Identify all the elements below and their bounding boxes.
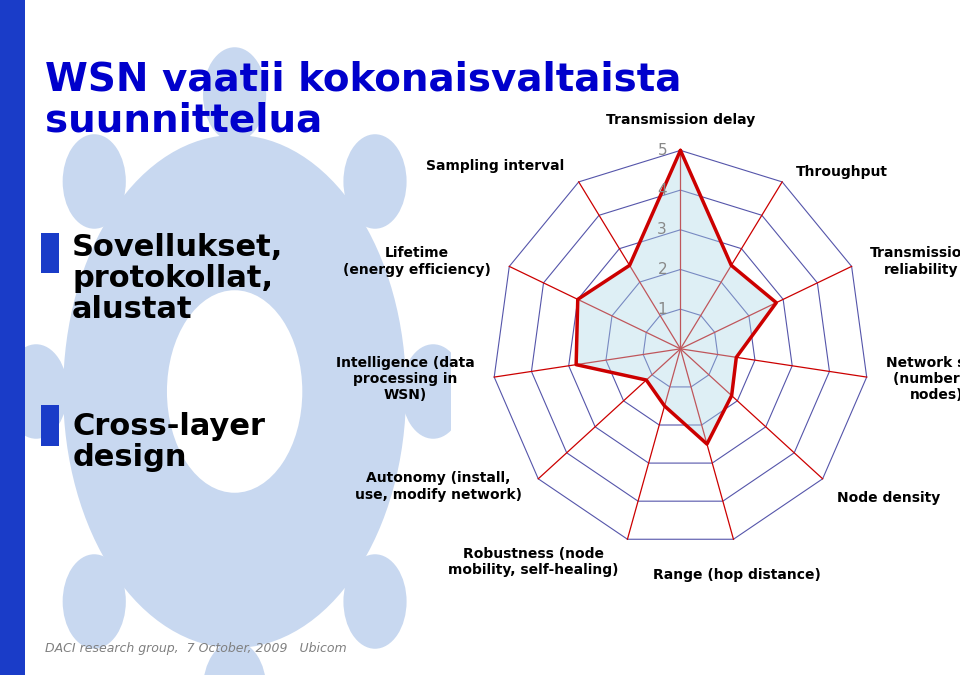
Text: DACI research group,  7 October, 2009   Ubicom: DACI research group, 7 October, 2009 Ubi… (45, 642, 347, 655)
Text: Transmission delay: Transmission delay (606, 113, 756, 127)
Text: Node density: Node density (836, 491, 940, 505)
Text: Sovellukset,
protokollat,
alustat: Sovellukset, protokollat, alustat (72, 233, 283, 325)
Circle shape (203, 641, 266, 675)
Bar (40, 233, 59, 273)
Text: Autonomy (install,
use, modify network): Autonomy (install, use, modify network) (354, 472, 521, 502)
Bar (0, 0, 25, 675)
Circle shape (62, 554, 126, 649)
Text: Network size
(number of
nodes): Network size (number of nodes) (886, 356, 960, 402)
Text: WSN vaatii kokonaisvaltaista
suunnittelua: WSN vaatii kokonaisvaltaista suunnittelu… (45, 61, 682, 140)
Polygon shape (576, 151, 777, 444)
Circle shape (63, 135, 406, 648)
Text: Transmission
reliability: Transmission reliability (870, 246, 960, 277)
Text: Intelligence (data
processing in
WSN): Intelligence (data processing in WSN) (336, 356, 475, 402)
Text: 3: 3 (658, 222, 667, 238)
Circle shape (204, 47, 266, 142)
Circle shape (167, 290, 302, 493)
Text: 2: 2 (658, 262, 667, 277)
Text: Lifetime
(energy efficiency): Lifetime (energy efficiency) (343, 246, 491, 277)
Text: 1: 1 (658, 302, 667, 317)
Text: Cross-layer
design: Cross-layer design (72, 412, 265, 472)
Circle shape (344, 134, 407, 229)
Circle shape (5, 344, 67, 439)
Circle shape (344, 554, 407, 649)
Text: 4: 4 (658, 182, 667, 198)
Circle shape (401, 344, 465, 439)
Circle shape (62, 134, 126, 229)
Bar (40, 405, 59, 446)
Text: Sampling interval: Sampling interval (426, 159, 564, 173)
Text: Robustness (node
mobility, self-healing): Robustness (node mobility, self-healing) (448, 547, 619, 577)
Text: 5: 5 (658, 143, 667, 158)
Text: Range (hop distance): Range (hop distance) (653, 568, 821, 582)
Text: Throughput: Throughput (797, 165, 888, 179)
